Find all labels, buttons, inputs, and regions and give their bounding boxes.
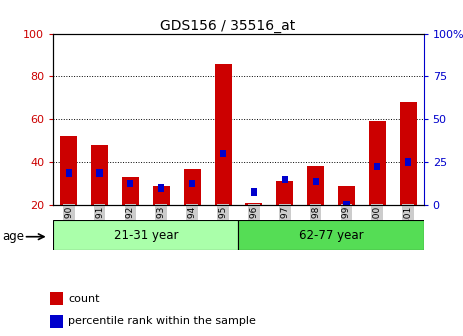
- Bar: [53, 220, 238, 250]
- Bar: [66, 169, 72, 177]
- Text: GSM2391: GSM2391: [95, 206, 104, 249]
- Bar: [184, 169, 200, 205]
- Text: GSM2401: GSM2401: [404, 206, 413, 249]
- Bar: [405, 158, 411, 166]
- Text: 21-31 year: 21-31 year: [113, 229, 178, 242]
- Bar: [245, 203, 263, 205]
- Text: GSM2392: GSM2392: [126, 206, 135, 249]
- Bar: [158, 184, 164, 192]
- Bar: [369, 121, 386, 205]
- Bar: [338, 186, 355, 205]
- Bar: [189, 180, 195, 187]
- Bar: [282, 175, 288, 183]
- Title: GDS156 / 35516_at: GDS156 / 35516_at: [160, 18, 295, 33]
- Text: GSM2393: GSM2393: [157, 206, 166, 249]
- Bar: [344, 201, 350, 209]
- Bar: [313, 178, 319, 185]
- Bar: [153, 186, 170, 205]
- Bar: [400, 102, 417, 205]
- Bar: [96, 169, 103, 177]
- Text: GSM2395: GSM2395: [219, 206, 227, 249]
- Text: age: age: [2, 230, 25, 243]
- Bar: [50, 315, 63, 328]
- Bar: [127, 180, 133, 187]
- Bar: [50, 292, 63, 305]
- Text: GSM2398: GSM2398: [311, 206, 320, 249]
- Text: percentile rank within the sample: percentile rank within the sample: [68, 317, 256, 326]
- Bar: [238, 220, 424, 250]
- Bar: [276, 181, 293, 205]
- Text: GSM2394: GSM2394: [188, 206, 197, 249]
- Text: GSM2396: GSM2396: [250, 206, 258, 249]
- Bar: [374, 163, 381, 170]
- Bar: [214, 64, 232, 205]
- Bar: [307, 166, 324, 205]
- Bar: [251, 188, 257, 196]
- Bar: [91, 145, 108, 205]
- Bar: [122, 177, 139, 205]
- Text: GSM2397: GSM2397: [280, 206, 289, 249]
- Text: count: count: [68, 294, 100, 304]
- Text: GSM2399: GSM2399: [342, 206, 351, 249]
- Text: GSM2390: GSM2390: [64, 206, 73, 249]
- Text: GSM2400: GSM2400: [373, 206, 382, 249]
- Text: 62-77 year: 62-77 year: [299, 229, 363, 242]
- Bar: [220, 150, 226, 157]
- Bar: [60, 136, 77, 205]
